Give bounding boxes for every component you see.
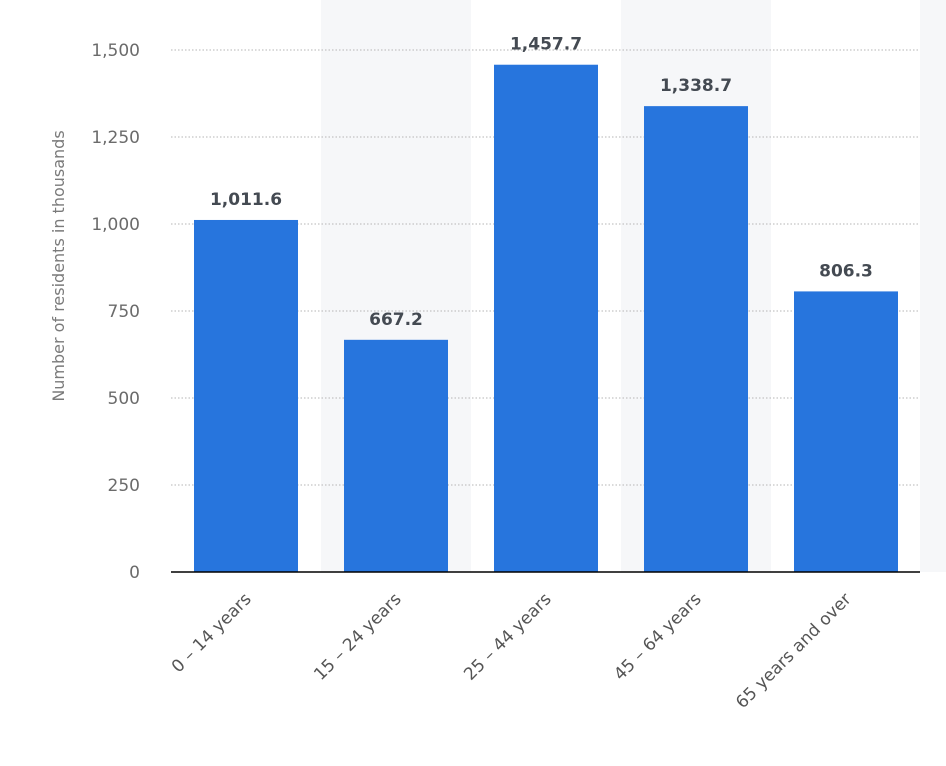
y-tick-label: 250 [108, 476, 140, 496]
y-axis-ticks: 0 250 500 750 1,000 1,250 1,500 [91, 41, 140, 583]
data-labels: 1,011.6 667.2 1,457.7 1,338.7 806.3 [210, 35, 873, 330]
bar[interactable] [794, 291, 898, 572]
y-tick-label: 500 [108, 389, 140, 409]
y-axis-title: Number of residents in thousands [49, 130, 68, 401]
y-tick-label: 1,250 [91, 128, 140, 148]
data-label: 1,011.6 [210, 190, 282, 210]
data-label: 806.3 [819, 261, 873, 281]
x-category-label: 15 – 24 years [310, 589, 405, 684]
data-label: 1,457.7 [510, 35, 582, 55]
bar[interactable] [644, 106, 748, 573]
data-label: 667.2 [369, 310, 423, 330]
x-category-label: 45 – 64 years [610, 589, 705, 684]
x-category-label: 65 years and over [732, 589, 855, 712]
y-tick-label: 0 [129, 563, 140, 583]
x-category-label: 0 – 14 years [168, 589, 256, 677]
bar[interactable] [494, 64, 598, 572]
y-tick-label: 1,500 [91, 41, 140, 61]
y-tick-label: 750 [108, 302, 140, 322]
bar[interactable] [194, 219, 298, 572]
bars [194, 64, 898, 573]
bar[interactable] [344, 339, 448, 572]
background-band [920, 0, 946, 572]
y-tick-label: 1,000 [91, 215, 140, 235]
x-category-label: 25 – 44 years [460, 589, 555, 684]
data-label: 1,338.7 [660, 76, 732, 96]
x-axis-labels: 0 – 14 years 15 – 24 years 25 – 44 years 45… [168, 589, 856, 713]
